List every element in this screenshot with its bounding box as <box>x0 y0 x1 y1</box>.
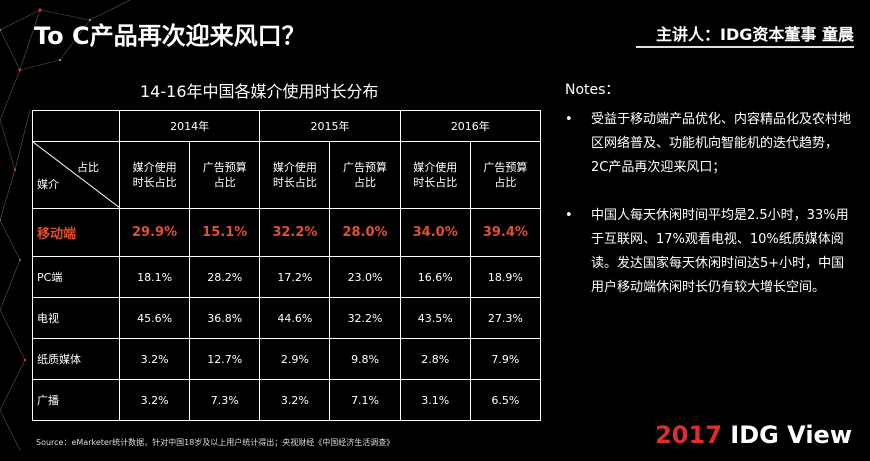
bullet-icon: • <box>565 208 573 223</box>
table-cell: 16.6% <box>399 256 471 299</box>
table-cell: 6.5% <box>469 379 542 421</box>
table-cell: 9.8% <box>329 338 401 381</box>
table-cell: 28.0% <box>329 207 401 258</box>
table-cell: 44.6% <box>259 297 331 340</box>
table-cell: 17.2% <box>259 256 331 299</box>
table-row: 电视 45.6% 36.8% 44.6% 32.2% 43.5% 27.3% <box>32 297 542 340</box>
slide-title: To C产品再次迎来风口？ <box>34 22 306 50</box>
source-footnote: Source：eMarketer统计数据，针对中国18岁及以上用户统计得出；央视… <box>36 438 395 447</box>
table-cell: 3.2% <box>118 379 191 421</box>
table-cell: 18.1% <box>118 256 191 299</box>
corner-blank-cell <box>32 110 120 142</box>
media-usage-table: 2014年 2015年 2016年 占比 媒介 媒介使用 时长占比 广告预算 占比 … <box>32 110 542 421</box>
table-cell: 7.3% <box>189 379 261 421</box>
table-cell: 12.7% <box>189 338 261 381</box>
table-cell: 3.2% <box>259 379 331 421</box>
brand-year: 2017 <box>655 421 722 449</box>
row-label: 电视 <box>32 297 120 340</box>
table-cell: 3.2% <box>118 338 191 381</box>
table-column-header-row: 占比 媒介 媒介使用 时长占比 广告预算 占比 媒介使用 时长占比 广告预算 占比 媒介… <box>32 141 542 209</box>
row-label: PC端 <box>32 256 120 299</box>
table-year-row: 2014年 2015年 2016年 <box>32 110 542 142</box>
table-row: 移动端 29.9% 15.1% 32.2% 28.0% 34.0% 39.4% <box>32 207 542 258</box>
row-label: 纸质媒体 <box>32 338 120 381</box>
column-header-ad-budget: 广告预算 占比 <box>189 141 261 209</box>
speaker-label: 主讲人：IDG资本董事 童晨 <box>656 25 854 44</box>
brand-name: IDG View <box>730 421 852 449</box>
table-cell: 7.9% <box>469 338 542 381</box>
column-header-ad-budget: 广告预算 占比 <box>469 141 542 209</box>
column-header-usage: 媒介使用 时长占比 <box>259 141 331 209</box>
table-cell: 32.2% <box>259 207 331 258</box>
notes-item-text: 中国人每天休闲时间平均是2.5小时，33%用于互联网、17%观看电视、10%纸质… <box>591 208 849 295</box>
notes-item-text: 受益于移动端产品优化、内容精品化及农村地区网络普及、功能机向智能机的迭代趋势，2… <box>591 112 852 175</box>
network-decoration-graphic <box>0 0 131 451</box>
table-cell: 2.9% <box>259 338 331 381</box>
column-header-usage: 媒介使用 时长占比 <box>399 141 471 209</box>
year-header: 2015年 <box>259 110 401 142</box>
column-header-ad-budget: 广告预算 占比 <box>329 141 401 209</box>
diagonal-top-label: 占比 <box>77 161 99 174</box>
row-label: 广播 <box>32 379 120 421</box>
brand-logo: 2017 IDG View <box>655 421 852 449</box>
notes-panel: Notes： • 受益于移动端产品优化、内容精品化及农村地区网络普及、功能机向智… <box>565 78 855 324</box>
table-cell: 29.9% <box>118 207 191 258</box>
table-cell: 27.3% <box>469 297 542 340</box>
bullet-icon: • <box>565 112 573 127</box>
table-row: 纸质媒体 3.2% 12.7% 2.9% 9.8% 2.8% 7.9% <box>32 338 542 381</box>
table-cell: 7.1% <box>329 379 401 421</box>
notes-item: • 受益于移动端产品优化、内容精品化及农村地区网络普及、功能机向智能机的迭代趋势… <box>565 108 855 180</box>
notes-heading: Notes： <box>565 82 620 98</box>
table-cell: 2.8% <box>399 338 471 381</box>
table-cell: 18.9% <box>469 256 542 299</box>
year-header: 2014年 <box>118 110 261 142</box>
table-cell: 45.6% <box>118 297 191 340</box>
table-cell: 3.1% <box>399 379 471 421</box>
column-header-usage: 媒介使用 时长占比 <box>118 141 191 209</box>
speaker-underline <box>636 46 854 48</box>
table-cell: 39.4% <box>469 207 542 258</box>
year-header: 2016年 <box>399 110 542 142</box>
table-cell: 28.2% <box>189 256 261 299</box>
diagonal-line <box>33 142 120 208</box>
table-cell: 34.0% <box>399 207 471 258</box>
notes-item: • 中国人每天休闲时间平均是2.5小时，33%用于互联网、17%观看电视、10%… <box>565 204 855 300</box>
table-cell: 32.2% <box>329 297 401 340</box>
row-label: 移动端 <box>32 207 120 258</box>
table-cell: 43.5% <box>399 297 471 340</box>
table-row: 广播 3.2% 7.3% 3.2% 7.1% 3.1% 6.5% <box>32 379 542 421</box>
table-row: PC端 18.1% 28.2% 17.2% 23.0% 16.6% 18.9% <box>32 256 542 299</box>
table-cell: 15.1% <box>189 207 261 258</box>
diagonal-bottom-label: 媒介 <box>37 178 59 191</box>
diagonal-header-cell: 占比 媒介 <box>32 141 120 209</box>
table-cell: 23.0% <box>329 256 401 299</box>
table-cell: 36.8% <box>189 297 261 340</box>
table-title: 14-16年中国各媒介使用时长分布 <box>140 82 379 101</box>
